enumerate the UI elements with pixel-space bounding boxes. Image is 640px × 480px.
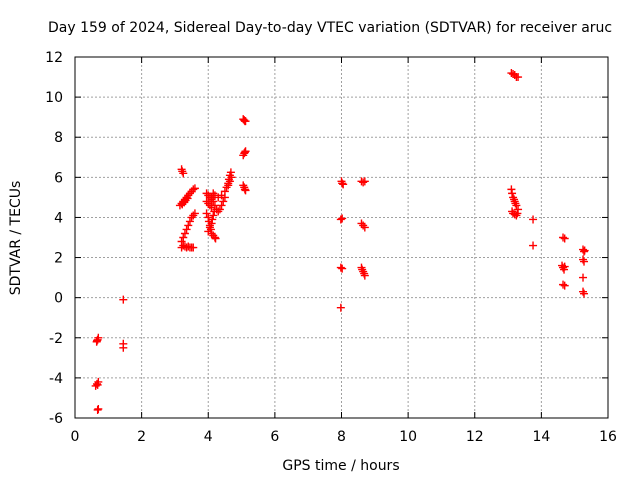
data-point [359,178,368,187]
data-point [360,177,369,186]
y-axis-label: SDTVAR / TECUs [8,181,24,296]
data-point [580,289,589,298]
data-point [204,227,213,236]
data-point [559,233,568,242]
y-tick-label: -6 [49,411,63,427]
data-point [219,197,228,206]
data-point [189,243,198,252]
data-point [359,267,368,276]
x-axis-label: GPS time / hours [282,458,399,474]
data-point [209,211,218,220]
data-point [560,234,569,243]
y-tick-label: 12 [45,50,63,66]
data-point [178,167,187,176]
data-point [93,380,102,389]
axis-ticks [74,56,609,419]
data-point [580,257,589,266]
x-tick-label: 4 [204,429,213,445]
data-point [224,181,233,190]
y-tick-label: -4 [49,371,63,387]
x-tick-label: 8 [337,429,346,445]
data-point [579,287,588,296]
data-point [184,221,193,230]
data-point [514,205,523,214]
data-point [209,197,218,206]
data-point [336,263,345,272]
x-tick-label: 2 [137,429,146,445]
y-tick-label: 4 [54,210,63,226]
data-points [91,69,589,414]
data-point [190,209,199,218]
data-point [202,209,211,218]
x-tick-labels: 0 2 4 6 8 10 12 14 16 [71,429,617,445]
data-point [360,271,369,280]
data-point [529,215,538,224]
chart-title: Day 159 of 2024, Sidereal Day-to-day VTE… [48,20,612,36]
data-point [211,234,220,243]
y-tick-label: 8 [54,130,63,146]
data-point [227,173,236,182]
data-point [241,186,250,195]
data-point [560,281,569,290]
data-point [92,336,101,345]
data-point [580,247,589,256]
data-point [508,189,517,198]
data-point [529,241,538,250]
data-point [183,194,192,203]
data-point [559,263,568,272]
data-point [514,73,523,82]
data-point [579,245,588,254]
data-point [217,201,226,210]
data-point [177,237,186,246]
data-point [579,255,588,264]
data-point [182,225,191,234]
data-point [338,179,347,188]
x-tick-label: 6 [270,429,279,445]
x-tick-label: 16 [599,429,617,445]
y-tick-labels: -6 -4 -2 0 2 4 6 8 10 12 [45,50,63,427]
data-point [205,223,214,232]
data-point [179,169,188,178]
data-point [208,215,217,224]
data-point [190,184,199,193]
x-tick-label: 12 [466,429,484,445]
data-point [220,187,229,196]
data-point [185,217,194,226]
data-point [512,201,521,210]
data-point [119,295,128,304]
data-point [179,233,188,242]
data-point [215,205,224,214]
data-point [189,185,198,194]
grid-lines [75,57,608,418]
data-point [225,177,234,186]
data-point [579,273,588,282]
data-point [560,262,569,271]
data-point [336,303,345,312]
data-point [360,223,369,232]
data-point [359,221,368,230]
data-point [241,147,250,156]
y-tick-label: 10 [45,90,63,106]
data-point [241,117,250,126]
x-tick-label: 0 [71,429,80,445]
y-tick-label: 6 [54,170,63,186]
x-tick-label: 14 [532,429,550,445]
y-tick-label: 2 [54,251,63,267]
data-point [338,264,347,273]
data-point [119,343,128,352]
y-tick-label: -2 [49,331,63,347]
data-point [559,280,568,289]
data-point [338,214,347,223]
data-point [180,229,189,238]
data-point [336,215,345,224]
data-point [94,404,103,413]
data-point [339,180,348,189]
y-tick-label: 0 [54,291,63,307]
data-point [217,191,226,200]
x-tick-label: 10 [399,429,417,445]
